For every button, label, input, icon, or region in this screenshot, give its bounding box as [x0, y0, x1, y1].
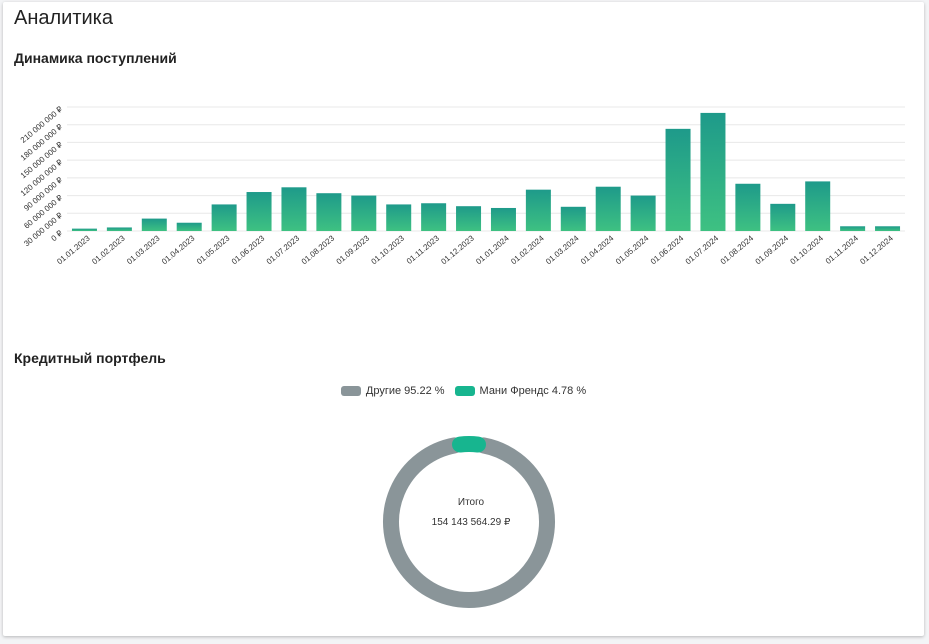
total-label: Итого	[457, 497, 485, 508]
x-tick-label: 01.06.2023	[230, 233, 267, 266]
x-tick-label: 01.02.2024	[509, 233, 546, 266]
legend-item-other[interactable]: Другие 95.22 %	[340, 385, 445, 397]
portfolio-donut-chart	[383, 436, 555, 608]
portfolio-legend: Другие 95.22 % Мани Френдс 4.78 %	[3, 385, 924, 397]
income-chart-title: Динамика поступлений	[14, 50, 177, 66]
bar-01.02.2024[interactable]	[525, 189, 551, 231]
analytics-card: Аналитика Динамика поступлений 0 ₽30 000…	[3, 2, 924, 636]
bar-01.11.2024[interactable]	[840, 226, 866, 231]
x-tick-label: 01.10.2023	[370, 233, 407, 266]
x-tick-label: 01.12.2023	[439, 233, 476, 266]
bar-01.04.2023[interactable]	[176, 222, 202, 231]
x-tick-label: 01.03.2024	[544, 233, 581, 266]
bar-01.03.2023[interactable]	[141, 218, 167, 231]
bar-01.01.2023[interactable]	[71, 228, 97, 231]
portfolio-chart-title: Кредитный портфель	[14, 350, 166, 366]
y-tick-label: 0 ₽	[49, 229, 64, 243]
total-value: 154 143 564.29 ₽	[431, 517, 511, 528]
legend-item-money-friends[interactable]: Мани Френдс 4.78 %	[454, 385, 587, 397]
bar-01.12.2024[interactable]	[875, 226, 901, 231]
x-tick-label: 01.05.2023	[195, 233, 232, 266]
bar-01.03.2024[interactable]	[560, 206, 586, 231]
bar-01.08.2023[interactable]	[316, 193, 342, 231]
x-tick-label: 01.09.2023	[335, 233, 372, 266]
donut-segment-money-friends[interactable]	[452, 436, 486, 453]
x-tick-label: 01.10.2024	[789, 233, 826, 266]
bar-01.09.2023[interactable]	[351, 195, 377, 231]
x-tick-label: 01.09.2024	[754, 233, 791, 266]
x-tick-label: 01.01.2024	[474, 233, 511, 266]
x-tick-label: 01.03.2023	[125, 233, 162, 266]
bar-01.05.2023[interactable]	[211, 204, 237, 231]
bar-01.10.2023[interactable]	[386, 204, 412, 231]
donut-center: Итого 154 143 564.29 ₽	[371, 497, 571, 528]
donut-segment-other[interactable]	[383, 437, 555, 608]
legend-swatch-other	[340, 386, 361, 396]
income-bar-chart: 0 ₽30 000 000 ₽60 000 000 ₽90 000 000 ₽1…	[19, 105, 905, 266]
legend-label-other: Другие 95.22 %	[365, 385, 445, 397]
bar-01.04.2024[interactable]	[595, 186, 621, 231]
x-tick-label: 01.11.2024	[824, 233, 860, 266]
bar-01.05.2024[interactable]	[630, 195, 656, 231]
bar-01.09.2024[interactable]	[770, 203, 796, 231]
bar-01.12.2023[interactable]	[456, 206, 482, 231]
x-tick-label: 01.02.2023	[90, 233, 127, 266]
bar-01.07.2023[interactable]	[281, 187, 307, 231]
x-tick-label: 01.06.2024	[649, 233, 686, 266]
bar-01.02.2023[interactable]	[106, 227, 132, 231]
x-tick-label: 01.11.2023	[405, 233, 441, 266]
x-tick-label: 01.05.2024	[614, 233, 651, 266]
bar-01.06.2023[interactable]	[246, 192, 272, 231]
bar-01.01.2024[interactable]	[490, 207, 516, 231]
legend-label-money-friends: Мани Френдс 4.78 %	[479, 385, 587, 397]
legend-swatch-money-friends	[454, 386, 475, 396]
x-tick-label: 01.12.2024	[858, 233, 895, 266]
bar-01.10.2024[interactable]	[805, 181, 831, 231]
bar-01.08.2024[interactable]	[735, 183, 761, 231]
x-tick-label: 01.08.2024	[719, 233, 756, 266]
bar-01.11.2023[interactable]	[421, 203, 447, 231]
x-tick-label: 01.08.2023	[300, 233, 337, 266]
x-tick-label: 01.07.2023	[265, 233, 302, 266]
x-tick-label: 01.04.2023	[160, 233, 197, 266]
x-tick-label: 01.04.2024	[579, 233, 616, 266]
x-tick-label: 01.07.2024	[684, 233, 721, 266]
bar-01.06.2024[interactable]	[665, 128, 691, 231]
bar-01.07.2024[interactable]	[700, 112, 726, 231]
page-title: Аналитика	[14, 7, 113, 29]
